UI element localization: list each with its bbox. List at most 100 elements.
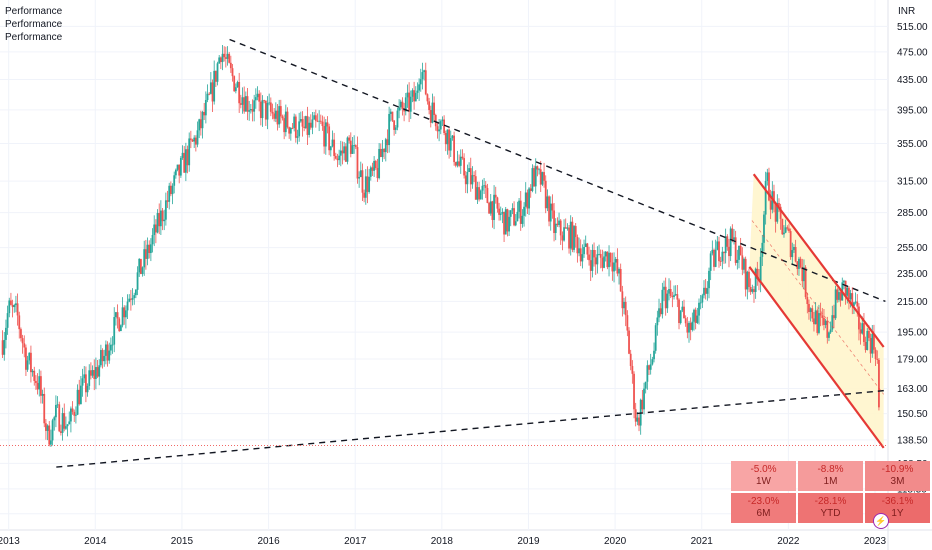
channel-lower-line [748, 266, 885, 449]
candle-body [184, 149, 187, 173]
y-tick-label: 150.50 [897, 409, 928, 420]
candle-body [669, 289, 672, 296]
candle-body [783, 232, 785, 235]
candle-body [118, 318, 121, 332]
perf-period: 1W [756, 476, 771, 487]
candle-body [256, 93, 259, 98]
candle-body [659, 308, 662, 315]
candle-body [454, 162, 457, 166]
candle-body [586, 243, 589, 255]
candle-body [81, 378, 84, 386]
candle-body [50, 440, 52, 445]
candle-body [508, 216, 510, 232]
candle-body [609, 252, 612, 263]
candle-body [138, 258, 141, 273]
x-tick-label: 2023 [864, 536, 887, 547]
legend-performance-2[interactable]: Performance [5, 19, 63, 30]
candle-body [23, 343, 26, 348]
time-axis[interactable]: 2013 2014 2015 2016 2017 2018 2019 2020 2021 2022… [0, 536, 887, 547]
candle-body [671, 295, 674, 298]
candle-body [764, 180, 767, 215]
candle-body [26, 360, 29, 370]
candle-body [316, 120, 319, 122]
candle-body [51, 420, 54, 441]
candle-body [80, 385, 82, 405]
candle-body [873, 333, 875, 350]
candle-body [818, 313, 820, 333]
perf-value: -8.8% [817, 464, 844, 475]
candle-body [374, 160, 377, 168]
candle-body [58, 404, 61, 432]
candle-body [60, 431, 62, 433]
candle-body [281, 116, 284, 119]
upper-trendline [229, 38, 886, 303]
candle-body [239, 103, 242, 105]
candle-body [396, 110, 399, 128]
perf-value: -36.1% [881, 496, 914, 507]
candle-body [583, 246, 585, 255]
candle-body [654, 325, 657, 351]
perf-value: -5.0% [750, 464, 777, 475]
candle-body [323, 126, 326, 147]
candle-body [354, 145, 357, 148]
candle-body [616, 258, 619, 274]
candle-body [446, 129, 449, 145]
candle-body [154, 224, 157, 233]
candle-body [338, 155, 341, 161]
candle-body [174, 169, 177, 176]
legend-performance-1[interactable]: Performance [5, 6, 63, 17]
candle-body [606, 251, 609, 268]
candle-body [486, 187, 489, 203]
candle-body [874, 349, 877, 359]
candle-body [696, 315, 699, 323]
y-tick-label: 395.00 [897, 105, 928, 116]
candle-body [848, 287, 850, 300]
candle-body [716, 241, 719, 250]
candle-body [651, 359, 654, 365]
candle-body [823, 317, 825, 326]
candle-body [668, 289, 670, 294]
candle-body [71, 408, 74, 412]
candle-body [378, 148, 381, 179]
candle-body [559, 220, 562, 236]
candle-body [573, 226, 575, 250]
candle-body [561, 235, 564, 241]
legend-performance-3[interactable]: Performance [5, 32, 63, 43]
candle-body [714, 249, 717, 267]
candle-body [538, 169, 540, 171]
candle-body [206, 93, 209, 100]
candle-body [91, 370, 94, 376]
x-tick-label: 2019 [517, 536, 540, 547]
candle-body [774, 203, 777, 222]
candle-body [181, 152, 184, 158]
candle-body [46, 425, 49, 431]
candle-body [506, 209, 509, 232]
candle-body [274, 110, 277, 119]
candle-body [664, 286, 667, 309]
candle-body [15, 303, 17, 306]
candle-body [55, 404, 57, 418]
price-axis[interactable]: 515.00 475.00 435.00 395.00 355.00 315.00 285.… [897, 22, 928, 520]
candle-body [658, 308, 660, 318]
candle-body [169, 185, 172, 195]
candle-body [476, 187, 479, 200]
candle-body [129, 298, 132, 300]
candle-body [633, 373, 635, 410]
candle-body [569, 221, 572, 249]
perf-value: -23.0% [747, 496, 780, 507]
x-tick-label: 2017 [344, 536, 367, 547]
candle-body [361, 170, 364, 193]
candle-body [204, 99, 207, 116]
candle-body [776, 203, 779, 222]
candle-body [376, 167, 379, 179]
candle-body [113, 317, 116, 345]
candle-body [208, 93, 211, 95]
candle-body [579, 248, 582, 262]
candle-body [93, 370, 96, 379]
candle-body [5, 327, 7, 340]
lightning-icon[interactable]: ⚡ [873, 513, 889, 529]
y-tick-label: 215.00 [897, 297, 928, 308]
candle-body [349, 140, 352, 154]
candle-body [83, 374, 86, 379]
